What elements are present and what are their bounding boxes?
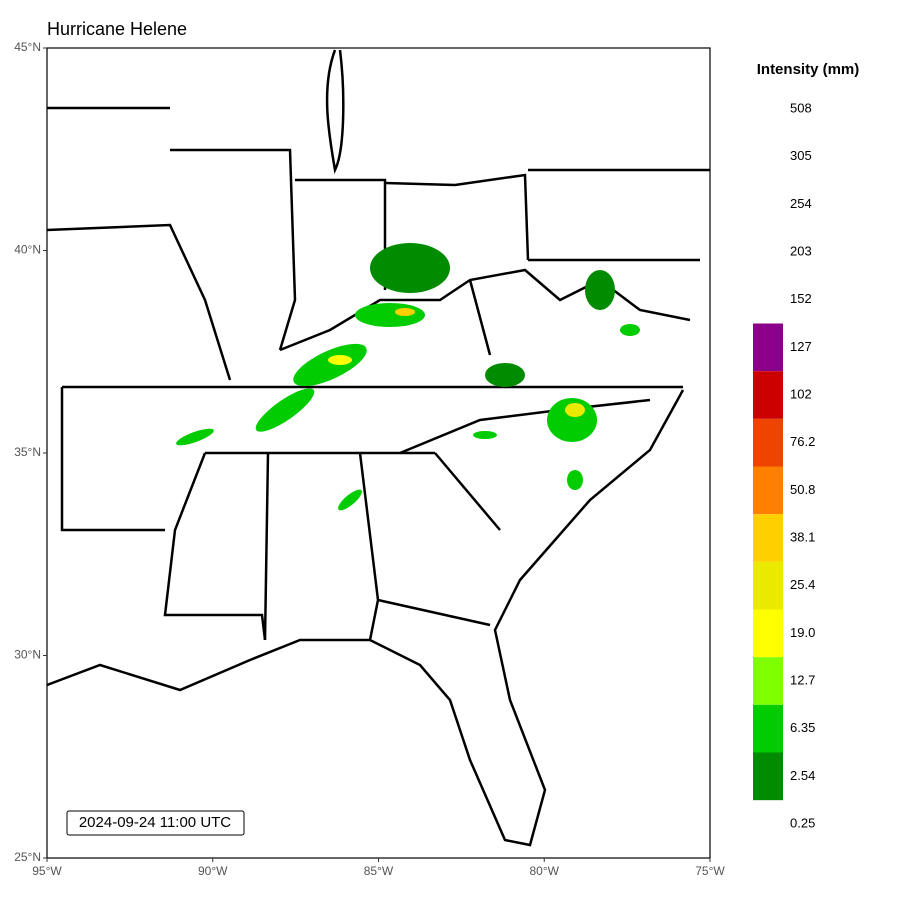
- legend-swatch: [753, 371, 783, 419]
- x-tick-label: 95°W: [32, 864, 62, 878]
- legend-label: 203: [790, 243, 812, 258]
- legend-swatch: [753, 657, 783, 705]
- legend-label: 76.2: [790, 434, 815, 449]
- x-tick-label: 85°W: [364, 864, 394, 878]
- y-tick-label: 30°N: [14, 648, 41, 662]
- legend-swatch: [753, 514, 783, 562]
- state-borders: [46, 49, 710, 847]
- legend-swatch: [753, 466, 783, 515]
- y-tick-label: 40°N: [14, 243, 41, 257]
- legend-swatch: [753, 609, 783, 658]
- x-tick-label: 80°W: [530, 864, 560, 878]
- y-tick-label: 35°N: [14, 445, 41, 459]
- y-tick-label: 25°N: [14, 850, 41, 864]
- legend-label: 152: [790, 291, 812, 306]
- legend-swatch: [753, 704, 783, 753]
- legend-label: 25.4: [790, 577, 815, 592]
- legend-label: 127: [790, 339, 812, 354]
- y-tick-label: 45°N: [14, 40, 41, 54]
- legend-label: 0.25: [790, 815, 815, 830]
- legend-label: 102: [790, 386, 812, 401]
- map-title: Hurricane Helene: [47, 19, 187, 39]
- legend-label: 508: [790, 100, 812, 115]
- x-tick-label: 90°W: [198, 864, 228, 878]
- legend-swatch: [753, 561, 783, 610]
- rain-areas: [176, 243, 640, 511]
- legend-label: 38.1: [790, 529, 815, 544]
- legend-swatch: [753, 418, 783, 467]
- legend-label: 254: [790, 196, 812, 211]
- legend-label: 2.54: [790, 768, 815, 783]
- legend-swatch: [753, 323, 783, 372]
- timestamp-box: [66, 810, 245, 836]
- timestamp: 2024-09-24 11:00 UTC: [79, 814, 231, 831]
- legend-label: 19.0: [790, 625, 815, 640]
- legend-label: 305: [790, 148, 812, 163]
- legend-label: 6.35: [790, 720, 815, 735]
- map-area: [46, 47, 711, 859]
- x-tick-label: 75°W: [695, 864, 725, 878]
- legend-label: 12.7: [790, 672, 815, 687]
- legend-swatch: [753, 752, 783, 801]
- legend-label: 50.8: [790, 482, 815, 497]
- legend-title: Intensity (mm): [757, 61, 860, 78]
